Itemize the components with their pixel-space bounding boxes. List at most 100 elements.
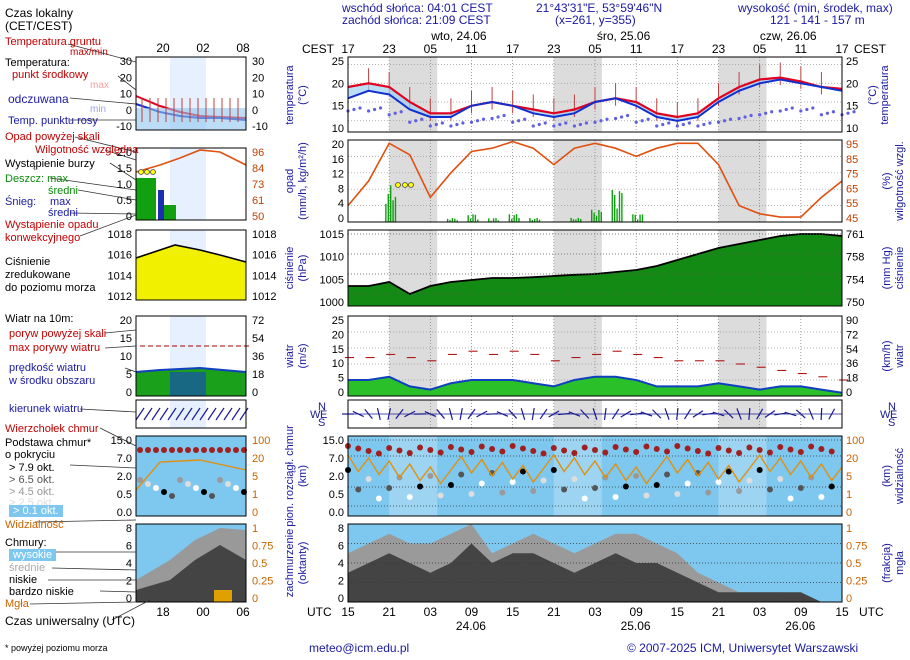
mini-cloud-base: [233, 485, 239, 491]
legend-pressure: Ciśnienie: [5, 256, 51, 268]
dew-point-dot: [511, 120, 515, 124]
mini-dir-arrow: [159, 407, 169, 421]
precip-bar: [497, 220, 500, 222]
precip-bar: [508, 214, 511, 222]
hour-utc-label: 03: [588, 605, 602, 619]
mini-tick-precip_l: 2.0: [117, 147, 132, 159]
precip-bar: [454, 218, 456, 222]
mini-tick-temp_l: 30: [120, 56, 132, 68]
cloud-top-dot: [489, 446, 496, 452]
tz-right: CEST: [854, 42, 887, 56]
cloud-base-dot: [540, 477, 547, 484]
tick-precip_r: 55: [846, 198, 858, 210]
legend-connector: [74, 136, 137, 153]
tick-temp_l: 25: [332, 56, 344, 68]
mini-tick-cover_l: 2: [126, 576, 132, 588]
mini-dir-arrow: [223, 407, 233, 421]
humidity-line: [347, 140, 843, 218]
legend-connector: [104, 345, 137, 349]
precip-bar: [488, 218, 490, 222]
mini-wind-night: [170, 372, 206, 396]
tick-temp_r: 20: [846, 78, 858, 90]
cloud-base-dot: [478, 480, 485, 487]
dew-point-dot: [825, 111, 830, 115]
dew-point-dot: [605, 117, 609, 121]
precip-bar: [451, 218, 454, 222]
mini-cloud-top: [209, 447, 215, 453]
axis-wind-left-unit: (m/s): [297, 343, 309, 368]
legend-visibility: Widzialność: [5, 519, 64, 531]
tick-press_r: 761: [846, 229, 864, 241]
hour-cest-label: 05: [424, 42, 438, 56]
cloud-top-dot: [458, 446, 465, 453]
precip-bar: [469, 218, 472, 222]
dew-point-dot: [366, 109, 371, 113]
cloud-top-dot: [766, 449, 773, 456]
cloud-base-dot: [797, 485, 804, 491]
cloud-base-dot: [581, 495, 588, 502]
mini-tick-cloud_l: 15.0: [111, 435, 132, 447]
legend-okt79: > 7.9 okt.: [9, 462, 55, 474]
dew-point-dot: [387, 113, 391, 117]
precip-bar: [492, 218, 495, 222]
cloud-top-dot: [643, 443, 650, 450]
precip-bar: [641, 214, 644, 222]
tick-wind_r: 36: [846, 358, 858, 370]
compass-s: S: [318, 417, 325, 429]
compass-e: E: [320, 409, 327, 421]
mini-tick-press_l: 1016: [108, 250, 132, 262]
dew-point-dot: [393, 111, 397, 115]
cloud-top-dot: [684, 445, 691, 452]
tick-wind_l: 20: [332, 329, 344, 341]
legend-utc: Czas uniwersalny (UTC): [5, 614, 136, 628]
legend-temp-max: max: [90, 80, 109, 91]
axis-cloud-right: widzialność: [894, 447, 906, 505]
mini-dir-arrow: [135, 407, 145, 421]
axis-wind-left: wiatr: [284, 344, 296, 369]
legend-connector: [51, 567, 137, 571]
cloud-top-dot: [612, 444, 619, 450]
pressure-area: [348, 234, 842, 306]
axis-press-left: ciśnienie: [284, 247, 296, 290]
mini-tick-cover_r: 0.75: [252, 541, 273, 553]
axis-temp-left-unit: (°C): [297, 85, 309, 105]
mini-tick-press_l: 1014: [108, 270, 132, 282]
mini-cloud-top: [137, 447, 143, 453]
dew-point-dot: [619, 115, 624, 119]
legend-connector: [79, 408, 137, 413]
axis-wind-right: wiatr: [894, 344, 906, 369]
legend-cloud-base2: o pokryciu: [5, 449, 56, 461]
tick-wind_r: 0: [846, 387, 852, 399]
tick-precip_r: 45: [846, 213, 858, 225]
hour-utc-label: 21: [547, 605, 561, 619]
axis-precip-right: wilgotność wzgl.: [894, 141, 906, 221]
mini-cloud-base: [193, 485, 199, 491]
footer-email[interactable]: meteo@icm.edu.pl: [309, 641, 410, 655]
mini-tick-cover_l: 0: [126, 593, 132, 605]
cloud-top-dot: [406, 450, 413, 456]
tick-wind_l: 0: [338, 387, 344, 399]
dew-point-dot: [728, 117, 733, 121]
mini-cloud-top: [161, 447, 167, 453]
cloud-base-dot: [622, 483, 629, 490]
wind-speed-area: [348, 376, 842, 396]
mini-tick-cloud_l: 0.5: [117, 489, 132, 501]
precip-bar: [575, 219, 577, 222]
legend-snow-max: max: [50, 196, 71, 208]
mini-visibility-line: [135, 459, 247, 491]
hour-utc-label: 21: [712, 605, 726, 619]
legend-mid: średnie: [9, 562, 46, 574]
mini-tick-cloud_r: 1: [252, 489, 258, 501]
hour-cest-label: 17: [341, 42, 355, 56]
hour-cest-label: 11: [630, 42, 643, 56]
legend-connector: [111, 599, 151, 621]
cloud-base-dot: [818, 494, 825, 500]
legend-pressure3: do poziomu morza: [5, 282, 96, 294]
dew-point-dot: [378, 106, 383, 110]
mini-tick-wind_l: 20: [120, 315, 132, 327]
tick-precip_r: 75: [846, 169, 858, 181]
legend-snow-mean: średni: [48, 207, 78, 219]
dew-point-dot: [655, 124, 659, 128]
cloud-top-dot: [736, 450, 743, 456]
mini-tick-cloud_l: 7.0: [117, 453, 132, 465]
